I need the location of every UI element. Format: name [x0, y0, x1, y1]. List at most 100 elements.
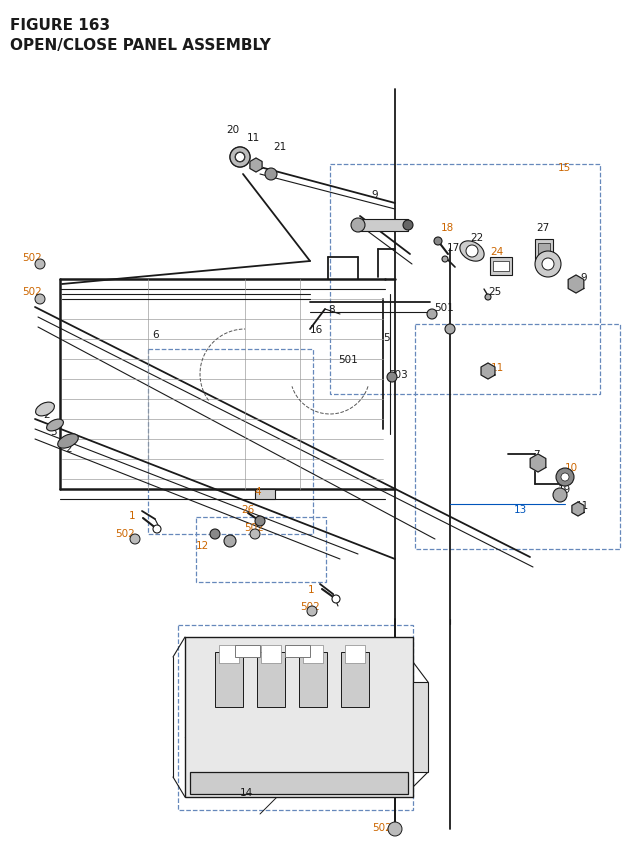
Text: 501: 501 — [338, 355, 358, 364]
Bar — [235, 645, 260, 657]
Circle shape — [35, 260, 45, 269]
Text: 11: 11 — [246, 133, 260, 143]
Circle shape — [388, 822, 402, 836]
Text: 502: 502 — [22, 287, 42, 297]
Bar — [255, 489, 275, 499]
Polygon shape — [572, 503, 584, 517]
Text: 22: 22 — [470, 232, 483, 243]
Polygon shape — [250, 158, 262, 173]
Circle shape — [35, 294, 45, 305]
Text: 16: 16 — [310, 325, 323, 335]
Text: 25: 25 — [488, 287, 501, 297]
Circle shape — [351, 219, 365, 232]
Text: OPEN/CLOSE PANEL ASSEMBLY: OPEN/CLOSE PANEL ASSEMBLY — [10, 38, 271, 53]
Circle shape — [235, 152, 245, 163]
Text: 502: 502 — [300, 601, 320, 611]
Circle shape — [153, 525, 161, 533]
Text: 11: 11 — [576, 500, 589, 511]
Text: 502: 502 — [22, 253, 42, 263]
Text: 502: 502 — [372, 822, 392, 832]
Text: 502: 502 — [115, 529, 135, 538]
Bar — [196, 517, 326, 582]
Text: 3: 3 — [50, 426, 56, 437]
Text: 9: 9 — [580, 273, 587, 282]
Text: 19: 19 — [558, 485, 572, 494]
Bar — [285, 645, 310, 657]
Circle shape — [485, 294, 491, 300]
Text: 23: 23 — [542, 253, 556, 263]
Bar — [341, 653, 369, 707]
Text: 8: 8 — [328, 305, 335, 314]
Circle shape — [553, 488, 567, 503]
Circle shape — [442, 257, 448, 263]
Bar — [185, 637, 413, 797]
Text: 13: 13 — [514, 505, 527, 514]
Polygon shape — [530, 455, 546, 473]
Bar — [535, 239, 553, 262]
Bar — [299, 653, 327, 707]
Circle shape — [427, 310, 437, 319]
Text: 14: 14 — [240, 787, 253, 797]
Bar — [215, 653, 243, 707]
Text: 502: 502 — [244, 523, 264, 532]
Text: 2: 2 — [43, 410, 50, 419]
Text: 5: 5 — [383, 332, 390, 343]
Text: 26: 26 — [241, 505, 254, 514]
Text: 18: 18 — [441, 223, 454, 232]
Circle shape — [332, 595, 340, 604]
Bar — [190, 772, 408, 794]
Circle shape — [561, 474, 569, 481]
Text: 9: 9 — [372, 189, 378, 200]
Text: 6: 6 — [152, 330, 159, 339]
Text: 1: 1 — [308, 585, 315, 594]
Bar — [345, 645, 365, 663]
Text: 24: 24 — [490, 247, 503, 257]
Bar — [257, 653, 285, 707]
Bar — [178, 625, 413, 810]
Text: 4: 4 — [254, 486, 260, 497]
Text: 15: 15 — [558, 163, 572, 173]
Bar — [148, 350, 313, 535]
Circle shape — [466, 245, 478, 257]
Circle shape — [445, 325, 455, 335]
Text: 2: 2 — [65, 443, 72, 454]
Bar — [358, 220, 408, 232]
Text: 11: 11 — [491, 362, 504, 373]
Ellipse shape — [58, 434, 78, 449]
Ellipse shape — [36, 403, 54, 417]
Circle shape — [307, 606, 317, 616]
Text: 12: 12 — [196, 541, 209, 550]
Polygon shape — [481, 363, 495, 380]
Circle shape — [403, 220, 413, 231]
Circle shape — [250, 530, 260, 539]
Bar — [490, 257, 512, 276]
Circle shape — [230, 148, 250, 168]
Circle shape — [265, 169, 277, 181]
Text: 1: 1 — [129, 511, 136, 520]
Text: 503: 503 — [388, 369, 408, 380]
Bar — [303, 645, 323, 663]
Text: FIGURE 163: FIGURE 163 — [10, 18, 110, 33]
Bar — [538, 244, 550, 257]
Circle shape — [224, 536, 236, 548]
Bar — [415, 325, 620, 549]
Text: 17: 17 — [447, 243, 460, 253]
Circle shape — [535, 251, 561, 278]
Circle shape — [210, 530, 220, 539]
Bar — [261, 645, 281, 663]
Bar — [493, 262, 509, 272]
Text: 7: 7 — [533, 449, 540, 460]
Bar — [330, 164, 600, 394]
Circle shape — [387, 373, 397, 382]
Ellipse shape — [460, 242, 484, 262]
Bar — [219, 645, 239, 663]
Text: 20: 20 — [227, 125, 239, 135]
Text: 10: 10 — [565, 462, 578, 473]
Ellipse shape — [47, 419, 63, 431]
Polygon shape — [568, 276, 584, 294]
Circle shape — [434, 238, 442, 245]
Circle shape — [556, 468, 574, 486]
Circle shape — [236, 153, 244, 163]
Circle shape — [130, 535, 140, 544]
Circle shape — [230, 148, 250, 168]
